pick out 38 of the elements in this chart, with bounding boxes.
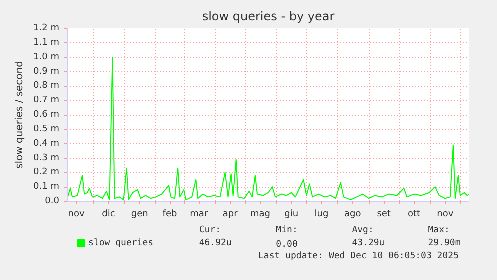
x-tick-label: feb bbox=[162, 210, 178, 220]
x-tick-label: ott bbox=[408, 210, 421, 220]
x-tick-label: mag bbox=[250, 210, 270, 220]
x-tick-label: dic bbox=[102, 210, 116, 220]
text: 46.92u bbox=[199, 238, 232, 248]
y-tick-label: 0.4 m bbox=[34, 138, 60, 149]
y-tick-label: 0.1 m bbox=[34, 182, 60, 192]
x-tick-label: apr bbox=[222, 210, 238, 220]
x-tick-label: giu bbox=[284, 210, 299, 220]
text: 29.90m bbox=[428, 238, 461, 248]
x-tick-label: ago bbox=[344, 210, 362, 220]
y-tick-label: 1.2 m bbox=[34, 24, 60, 34]
x-tick-label: gen bbox=[131, 210, 148, 220]
chart-title: slow queries - by year bbox=[202, 10, 335, 24]
text: 0.00 bbox=[276, 240, 298, 250]
y-tick-label: 0.8 m bbox=[34, 81, 60, 92]
y-tick-label: 0.6 m bbox=[34, 110, 60, 120]
y-tick-label: 0.3 m bbox=[34, 153, 60, 164]
text: Cur: bbox=[199, 226, 222, 236]
x-tick-label: set bbox=[377, 210, 392, 220]
text: Max: bbox=[428, 226, 450, 236]
x-tick-label: mar bbox=[190, 210, 208, 220]
y-tick-label: 1.0 m bbox=[34, 52, 60, 62]
y-tick-label: 0.5 m bbox=[34, 124, 60, 134]
text: 43.29u bbox=[352, 238, 385, 248]
y-axis-title: slow queries / second bbox=[14, 61, 26, 169]
y-tick-label: 0.2 m bbox=[34, 168, 60, 178]
y-tick-label: 0.0 bbox=[45, 196, 60, 206]
text: Min: bbox=[276, 226, 298, 236]
text: Last update: Wed Dec 10 06:05:03 2025 bbox=[258, 252, 459, 262]
x-tick-label: nov bbox=[437, 210, 454, 220]
text: Avg: bbox=[352, 226, 374, 236]
y-tick-label: 0.7 m bbox=[34, 96, 60, 106]
x-tick-label: lug bbox=[314, 210, 329, 220]
y-tick-label: 0.9 m bbox=[34, 66, 60, 77]
y-tick-label: 1.1 m bbox=[34, 38, 60, 48]
x-tick-label: nov bbox=[68, 210, 86, 220]
legend-label: slow queries bbox=[88, 238, 154, 248]
